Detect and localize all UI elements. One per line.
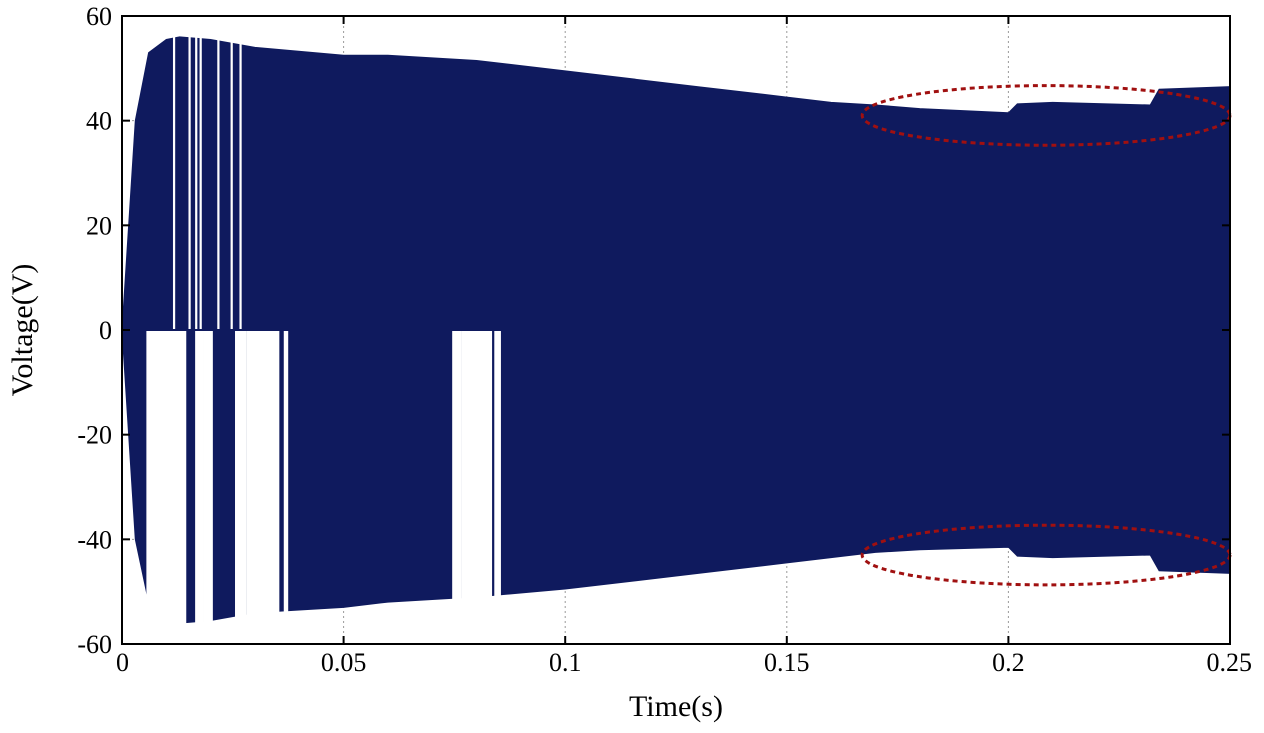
waveform-gap xyxy=(188,34,191,329)
tick-label-layer: 0 0.05 0.1 0.15 0.2 0.25 60 40 20 0 -20 -40 -60 xyxy=(77,2,1252,677)
y-tick-label: -60 xyxy=(77,630,112,659)
waveform-gap xyxy=(195,331,204,625)
waveform-gap xyxy=(199,35,202,329)
waveform-gap xyxy=(452,331,462,602)
x-axis-title: Time(s) xyxy=(629,690,723,723)
y-tick-label: 60 xyxy=(86,2,112,31)
x-tick-label: 0 xyxy=(116,648,129,677)
waveform-gap xyxy=(235,331,247,620)
x-tick-label: 0.1 xyxy=(549,648,582,677)
x-tick-label: 0.2 xyxy=(992,648,1025,677)
y-axis-title: Voltage(V) xyxy=(6,264,39,397)
x-tick-label: 0.25 xyxy=(1207,648,1253,677)
waveform-gap xyxy=(494,331,501,599)
x-tick-label: 0.15 xyxy=(764,648,810,677)
waveform-gap xyxy=(230,40,233,330)
waveform-gap xyxy=(172,34,176,330)
y-tick-label: 0 xyxy=(99,316,112,345)
waveform-gap xyxy=(283,331,289,614)
y-tick-label: -20 xyxy=(77,421,112,450)
waveform-gap xyxy=(239,41,242,330)
waveform-gap xyxy=(217,37,220,329)
waveform-gap xyxy=(146,331,187,626)
y-tick-label: 40 xyxy=(86,107,112,136)
y-tick-label: 20 xyxy=(86,211,112,240)
waveform-gap xyxy=(461,331,493,601)
data-layer xyxy=(121,34,1231,626)
waveform-gap xyxy=(203,331,213,625)
waveform-gap xyxy=(195,35,198,329)
waveform-gap xyxy=(246,331,280,618)
y-tick-label: -40 xyxy=(77,525,112,554)
tick-layer xyxy=(121,15,1231,645)
x-tick-label: 0.05 xyxy=(321,648,367,677)
